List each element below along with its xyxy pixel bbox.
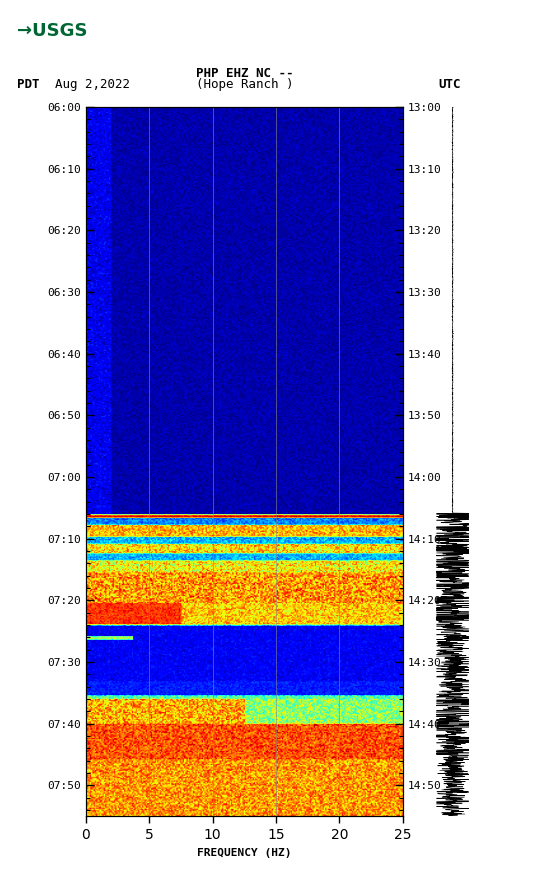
Text: PDT: PDT <box>17 78 39 91</box>
Text: PHP EHZ NC --: PHP EHZ NC -- <box>195 67 293 80</box>
Text: (Hope Ranch ): (Hope Ranch ) <box>195 78 293 91</box>
X-axis label: FREQUENCY (HZ): FREQUENCY (HZ) <box>197 847 291 857</box>
Text: Aug 2,2022: Aug 2,2022 <box>55 78 130 91</box>
Text: →USGS: →USGS <box>17 22 87 40</box>
Text: UTC: UTC <box>439 78 461 91</box>
